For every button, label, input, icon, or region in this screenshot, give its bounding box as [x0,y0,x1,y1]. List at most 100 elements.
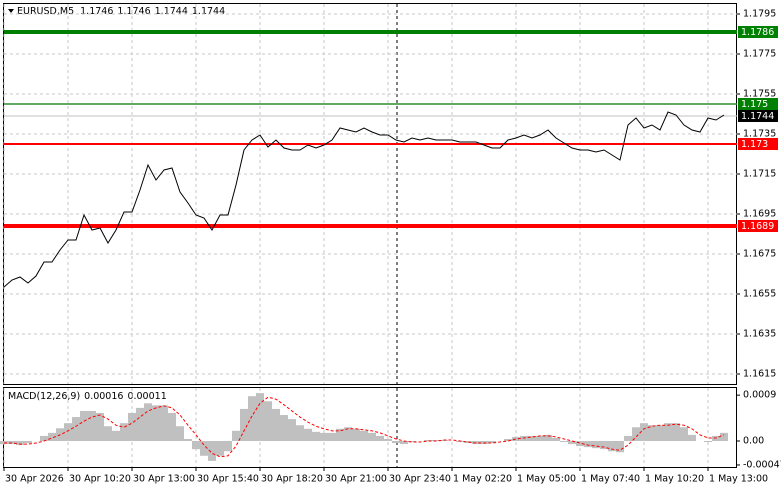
histogram-bar [80,410,88,442]
histogram-bar [168,412,176,442]
y-tick-label: 1.1715 [743,169,776,180]
histogram-bar [136,407,144,442]
ohlc: 1.1744 [155,6,188,17]
histogram-bar [368,432,376,442]
histogram-bar [672,423,680,442]
y-tick-label: 1.1635 [743,329,776,340]
histogram-bar [584,441,592,448]
histogram-bar [216,441,224,456]
histogram-bar [640,423,648,442]
histogram-bar [720,432,728,442]
histogram-bar [536,435,544,442]
histogram-bar [0,441,8,445]
symbol: EURUSD,M5 [17,6,74,17]
histogram-bar [248,396,256,442]
y-tick-label: 1.1695 [743,209,776,220]
histogram-bar [568,441,576,445]
histogram-bar [376,435,384,442]
histogram-bar [296,425,304,442]
price-panel [3,3,737,385]
histogram-bar [128,412,136,442]
x-tick-label: 1 May 10:20 [645,474,704,485]
histogram-bar [24,441,32,444]
menu-arrow [8,9,14,13]
x-tick-label: 1 May 07:40 [581,474,640,485]
histogram-bar [256,393,264,442]
price-line [3,111,725,288]
histogram-bar [528,435,536,442]
histogram-bar [592,441,600,449]
histogram-bar [440,439,448,442]
histogram-bar [512,436,520,442]
histogram-bar [664,423,672,442]
histogram-bar [304,428,312,442]
level-label: 1.173 [741,139,768,150]
x-tick-label: 30 Apr 18:20 [261,474,323,485]
histogram-bar [40,435,48,442]
y-tick-label: 0.0009 [743,390,776,401]
histogram-bar [360,430,368,442]
histogram-bar [656,425,664,442]
histogram-bar [352,428,360,442]
histogram-bar [272,408,280,442]
level-label-bg [738,98,778,110]
histogram-bar [560,441,568,443]
histogram-bar [312,431,320,442]
histogram-bar [632,427,640,442]
histogram-bar [488,441,496,444]
histogram-bar [160,405,168,442]
x-tick-label: 30 Apr 21:00 [325,474,387,485]
histogram-bar [424,439,432,442]
histogram-bar [64,423,72,442]
x-tick-label: 30 Apr 13:00 [133,474,195,485]
level-label-bg [738,26,778,38]
y-tick-label: -0.00047 [743,459,781,470]
histogram-bar [16,441,24,446]
histogram-bar [648,425,656,442]
price-header: EURUSD,M5 1.1746 1.1746 1.1744 1.1744 [17,6,225,17]
histogram-bar [280,415,288,442]
ohlc: 1.1746 [117,6,150,17]
histogram-bar [72,417,80,442]
histogram-bar [456,441,464,443]
histogram-bar [432,439,440,442]
histogram-bar [184,438,192,442]
level-label: 1.1689 [741,221,774,232]
y-tick-label: 1.1755 [743,89,776,100]
histogram-bar [544,434,552,442]
histogram-bar [104,426,112,442]
histogram-bar [608,441,616,452]
readout: 0.00011 [127,391,166,402]
histogram-bar [704,441,712,443]
histogram-bar [600,441,608,450]
histogram-bar [688,434,696,442]
x-tick-label: 1 May 13:00 [709,474,768,485]
histogram-bar [240,408,248,442]
histogram-bar [624,435,632,442]
histogram-bar [336,428,344,442]
histogram-bar [408,441,416,443]
histogram-bar [176,426,184,442]
ohlc: 1.1746 [80,6,113,17]
level-label: 1.175 [741,99,768,110]
histogram-bar [192,441,200,450]
y-tick-label: 1.1675 [743,249,776,260]
y-tick-label: 1.1775 [743,49,776,60]
y-tick-label: 1.1655 [743,289,776,300]
level-label: 1.1786 [741,27,774,38]
x-tick-label: 1 May 02:20 [453,474,512,485]
x-tick-label: 30 Apr 23:40 [389,474,451,485]
histogram-bar [200,441,208,456]
level-label-bg [738,220,778,232]
level-label-bg [738,110,778,122]
histogram-bar [712,435,720,442]
histogram-bar [264,401,272,442]
indicator: MACD(12,26,9) [8,391,80,402]
histogram-bar [552,437,560,442]
histogram-bar [144,403,152,442]
histogram-bar [344,427,352,442]
x-tick-label: 1 May 05:00 [517,474,576,485]
histogram-bar [232,430,240,442]
histogram-bar [576,441,584,447]
